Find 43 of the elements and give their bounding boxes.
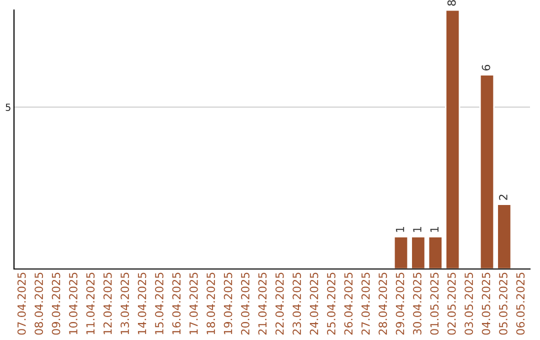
x-tick-label: 30.04.2025 [413,272,422,335]
data-label: 6 [482,64,490,70]
x-tick-label: 12.04.2025 [103,272,112,334]
y-tick-label: 5 [6,104,10,111]
x-tick-label: 13.04.2025 [120,272,130,334]
x-tick-label: 11.04.2025 [86,272,95,334]
x-tick-label: 07.04.2025 [17,272,26,335]
x-tick-label: 18.04.2025 [206,272,216,334]
x-tick-label: 19.04.2025 [224,272,232,334]
x-tick-label: 16.04.2025 [172,272,181,334]
x-tick-label: 25.04.2025 [327,272,336,335]
bar [410,236,426,269]
bar [445,10,460,269]
x-tick-label: 10.04.2025 [69,272,78,334]
bar [393,236,409,269]
x-tick-label: 03.05.2025 [464,272,474,335]
x-tick-label: 14.04.2025 [138,272,146,334]
bar [496,204,512,269]
x-tick-label: 17.04.2025 [189,272,198,334]
x-tick-label: 24.04.2025 [310,272,318,335]
x-tick-label: 21.04.2025 [258,272,267,335]
bar [479,74,495,269]
x-tick-label: 15.04.2025 [155,272,164,334]
x-tick-label: 20.04.2025 [241,272,250,335]
x-tick-label: 01.05.2025 [430,272,439,335]
data-label: 1 [396,227,404,232]
data-label: 2 [499,194,508,200]
x-tick-label: 08.04.2025 [34,272,44,335]
x-tick-label: 02.05.2025 [447,272,456,335]
x-tick-label: 23.04.2025 [292,272,302,335]
x-tick-label: 26.04.2025 [344,272,353,335]
x-tick-label: 06.05.2025 [516,272,525,335]
data-label: 1 [413,227,422,232]
x-tick-label: 29.04.2025 [396,272,404,335]
x-tick-label: 28.04.2025 [378,272,388,335]
x-tick-label: 04.05.2025 [482,272,490,335]
x-tick-label: 09.04.2025 [52,272,60,335]
bar [428,236,443,269]
data-label: 8 [447,0,456,6]
x-tick-label: 05.05.2025 [499,272,508,335]
data-label: 1 [430,227,438,232]
x-tick-label: 27.04.2025 [361,272,370,335]
x-tick-label: 22.04.2025 [275,272,284,335]
